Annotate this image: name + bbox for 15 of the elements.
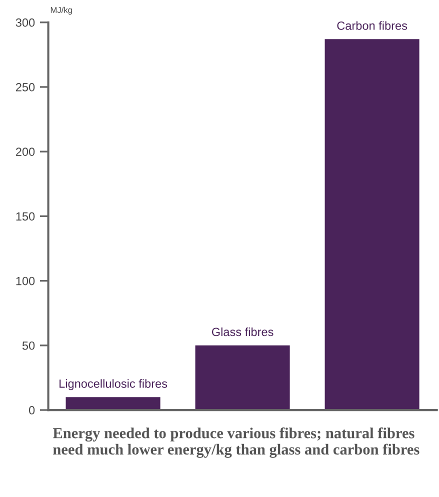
y-axis-title: MJ/kg — [50, 6, 72, 15]
x-tick-label: Glass fibres — [212, 327, 274, 336]
x-tick-label: Lignocellulosic fibres — [60, 379, 168, 390]
y-tick-label: 250 — [16, 83, 35, 92]
y-tick-label: 150 — [16, 212, 35, 221]
y-tick-label: 100 — [16, 276, 35, 286]
y-tick-label: 0 — [28, 406, 35, 414]
y-tick-label: 300 — [16, 18, 35, 27]
y-tick-label: 200 — [16, 148, 35, 156]
bar — [324, 39, 420, 410]
bar — [66, 397, 160, 410]
x-tick-label: Carbon fibres — [337, 21, 408, 30]
text: Energy needed to produce various fibres; natural fibres need much lower energy/kg than glass and carbon fibres — [52, 427, 420, 458]
bar — [195, 345, 290, 410]
y-tick-label: 50 — [22, 341, 35, 350]
